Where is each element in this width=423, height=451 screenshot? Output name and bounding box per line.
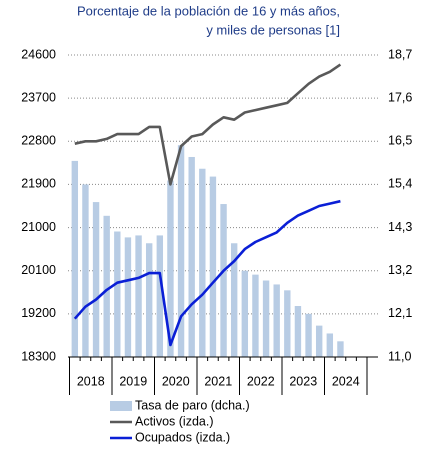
bar [241,270,249,357]
legend-label: Activos (izda.) [135,414,214,428]
y2-tick-label: 15,4 [388,177,412,191]
bar [199,168,206,357]
bar [135,235,142,357]
y-tick-label: 20100 [21,263,56,277]
bar [284,290,291,357]
bar [167,180,174,357]
bar [92,202,100,357]
y-tick-label: 21900 [21,177,56,191]
y2-tick-label: 18,7 [388,47,412,61]
bar [188,156,195,357]
y-tick-label: 18300 [21,349,56,363]
bar [337,341,344,357]
bar [305,313,312,357]
y2-tick-label: 17,6 [388,90,412,104]
line [73,199,341,347]
bar [252,274,259,357]
x-tick-label: 2023 [289,374,317,388]
y2-tick-label: 13,2 [388,263,412,277]
bar [220,204,227,357]
x-tick-label: 2021 [204,374,232,388]
chart-title: Porcentaje de la población de 16 y más a… [77,3,340,18]
y2-tick-label: 14,3 [388,220,412,234]
x-tick-label: 2018 [77,374,105,388]
bar [156,235,164,357]
bar [209,176,217,357]
bar [124,237,132,357]
bar [103,215,110,357]
x-tick-label: 2022 [247,374,275,388]
line [74,63,342,186]
y-tick-label: 22800 [21,134,56,148]
bar [315,325,323,357]
y2-tick-label: 16,5 [388,134,412,148]
x-tick-label: 2024 [332,374,360,388]
bar [230,243,238,357]
chart-subtitle: y miles de personas [1] [206,22,340,37]
y-tick-label: 21000 [21,220,56,234]
y-tick-label: 19200 [21,306,56,320]
bar [71,160,79,357]
x-tick-label: 2020 [162,374,190,388]
bar [294,306,302,357]
bar [82,184,89,357]
bar [145,243,153,357]
bar [177,145,185,357]
bar [114,231,121,357]
legend-label: Ocupados (izda.) [135,430,230,444]
y-tick-label: 24600 [21,47,56,61]
y2-tick-label: 12,1 [388,306,412,320]
x-tick-label: 2019 [119,374,147,388]
y-tick-label: 23700 [21,90,56,104]
legend-swatch [110,401,132,411]
y2-tick-label: 11,0 [388,349,411,363]
bar [273,284,280,357]
legend-label: Tasa de paro (dcha.) [135,398,250,412]
bar [262,280,270,357]
bar [326,333,334,357]
